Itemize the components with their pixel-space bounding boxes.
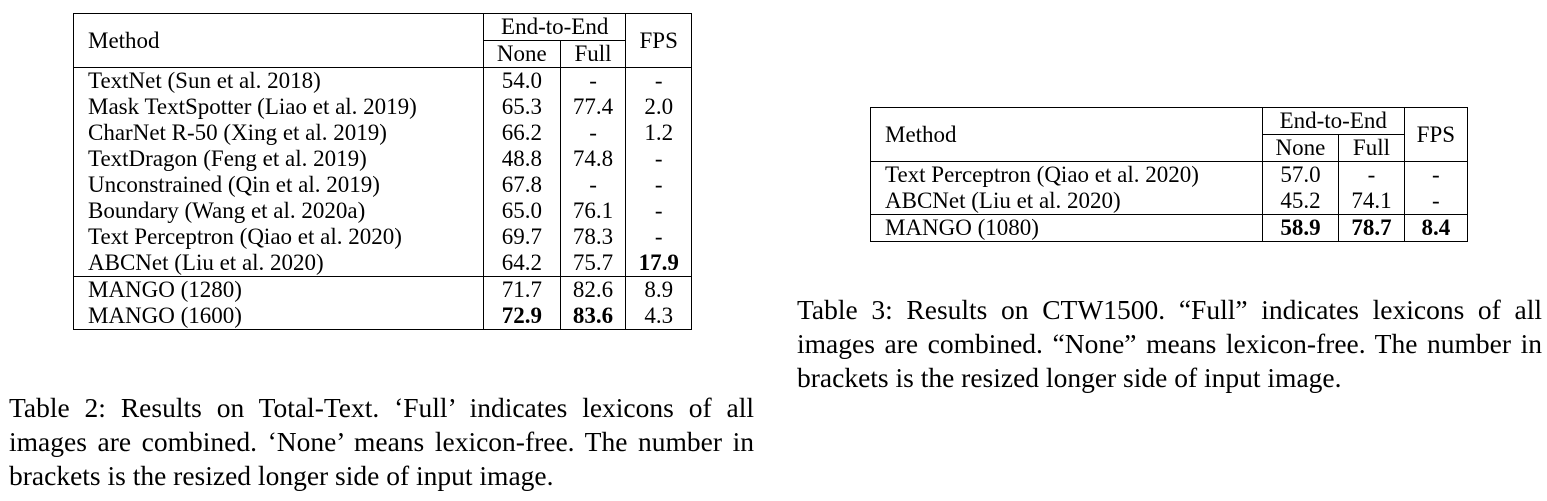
row-method: MANGO (1080) [870,214,1263,242]
row-full: 78.3 [559,224,626,250]
table-row: MANGO (1080) 58.9 78.7 8.4 [870,214,1468,242]
row-method: Boundary (Wang et al. 2020a) [88,198,366,223]
row-method: Text Perceptron (Qiao et al. 2020) [870,161,1263,188]
header-none: None [1261,134,1339,162]
row-none: 48.8 [482,146,561,172]
row-method: Text Perceptron (Qiao et al. 2020) [88,224,402,249]
row-none: 65.3 [482,94,561,120]
row-method: ABCNet (Liu et al. 2020) [885,188,1121,213]
table-row: ABCNet (Liu et al. 2020) 45.2 74.1 - [871,188,1468,215]
row-fps: - [625,224,692,250]
row-none: 54.0 [482,67,561,94]
table-2: Method End-to-End FPS None Full TextNet … [73,13,692,330]
row-fps: - [625,198,692,224]
row-none: 66.2 [482,120,561,146]
header-fps: FPS [1403,107,1468,162]
table-row: TextDragon (Feng et al. 2019) 48.8 74.8 … [74,146,692,172]
row-full: 75.7 [559,250,626,277]
table-row: MANGO (1280) 71.7 82.6 8.9 [73,276,692,303]
header-none: None [482,40,561,68]
table-row: MANGO (1600) 72.9 83.6 4.3 [74,303,692,330]
row-fps: 8.9 [625,276,692,303]
row-method: ABCNet (Liu et al. 2020) [88,250,324,275]
row-fps: 17.9 [625,250,692,277]
row-none: 72.9 [482,303,561,330]
row-fps: 4.3 [625,303,692,330]
table-3-caption: Table 3: Results on CTW1500. “Full” indi… [797,294,1542,393]
row-full: 83.6 [559,303,626,330]
row-fps: - [625,146,692,172]
row-full: - [1338,161,1405,188]
row-full: - [559,172,626,198]
table-row: CharNet R-50 (Xing et al. 2019) 66.2 - 1… [74,120,692,146]
row-fps: - [1403,188,1468,215]
row-none: 67.8 [482,172,561,198]
row-none: 58.9 [1261,214,1339,242]
row-full: 74.1 [1338,188,1405,215]
row-method: CharNet R-50 (Xing et al. 2019) [88,120,387,145]
row-full: 74.8 [559,146,626,172]
table-row: TextNet (Sun et al. 2018) 54.0 - - [73,67,692,94]
table-row: ABCNet (Liu et al. 2020) 64.2 75.7 17.9 [74,250,692,277]
header-method: Method [88,27,160,53]
row-none: 71.7 [482,276,561,303]
row-fps: - [625,67,692,94]
header-end-to-end: End-to-End [1261,107,1405,135]
row-method: Mask TextSpotter (Liao et al. 2019) [88,94,417,119]
row-method: TextNet (Sun et al. 2018) [73,67,484,94]
table-3: Method End-to-End FPS None Full Text Per… [870,107,1468,242]
row-full: 76.1 [559,198,626,224]
row-fps: - [1403,161,1468,188]
table-row: Text Perceptron (Qiao et al. 2020) 69.7 … [74,224,692,250]
table-2-caption: Table 2: Results on Total-Text. ‘Full’ i… [9,392,754,491]
row-fps: - [625,172,692,198]
row-none: 64.2 [482,250,561,277]
row-method: Unconstrained (Qin et al. 2019) [88,172,380,197]
row-method: MANGO (1600) [88,303,242,328]
header-full: Full [1338,134,1405,162]
row-fps: 1.2 [625,120,692,146]
table-row: Text Perceptron (Qiao et al. 2020) 57.0 … [870,161,1468,188]
table-row: Boundary (Wang et al. 2020a) 65.0 76.1 - [74,198,692,224]
header-method: Method [885,121,957,147]
row-full: - [559,67,626,94]
row-method: TextDragon (Feng et al. 2019) [88,146,367,171]
row-full: 78.7 [1338,214,1405,242]
row-full: - [559,120,626,146]
header-full: Full [559,40,626,68]
table-row: Mask TextSpotter (Liao et al. 2019) 65.3… [74,94,692,120]
header-end-to-end: End-to-End [482,13,626,41]
row-fps: 8.4 [1403,214,1468,242]
row-none: 69.7 [482,224,561,250]
row-none: 65.0 [482,198,561,224]
row-full: 77.4 [559,94,626,120]
row-full: 82.6 [559,276,626,303]
table-row: Unconstrained (Qin et al. 2019) 67.8 - - [74,172,692,198]
row-none: 45.2 [1261,188,1339,215]
row-fps: 2.0 [625,94,692,120]
row-none: 57.0 [1261,161,1339,188]
row-method: MANGO (1280) [73,276,484,303]
header-fps: FPS [625,13,692,68]
